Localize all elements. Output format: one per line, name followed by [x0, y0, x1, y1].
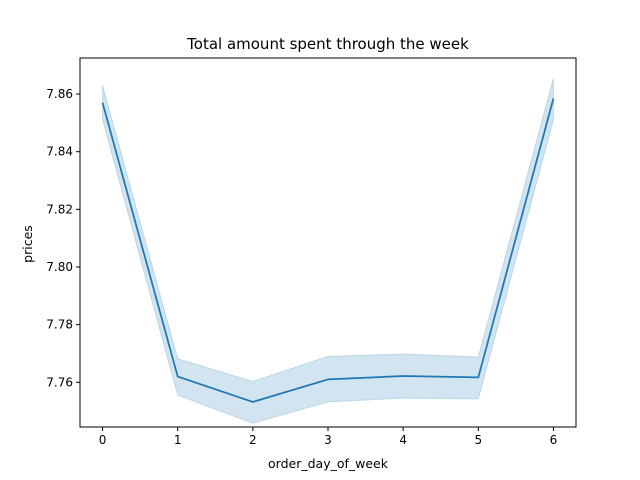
y-tick-label: 7.80 — [46, 260, 73, 274]
y-tick-label: 7.82 — [46, 202, 73, 216]
data-point — [251, 400, 254, 403]
chart-title: Total amount spent through the week — [186, 35, 469, 53]
data-point — [477, 376, 480, 379]
y-tick-label: 7.84 — [46, 145, 73, 159]
y-axis-label: prices — [20, 225, 35, 263]
x-tick-label: 5 — [474, 433, 482, 447]
confidence-band — [102, 78, 554, 424]
y-tick-label: 7.86 — [46, 87, 73, 101]
plot-area: 0 1 2 3 4 5 6 7.76 7.78 7.80 7.82 7.84 7.86 — [46, 57, 577, 447]
y-tick-label: 7.76 — [46, 375, 73, 389]
data-point — [101, 101, 104, 104]
data-point — [327, 378, 330, 381]
x-axis-label: order_day_of_week — [268, 456, 389, 471]
x-tick-label: 2 — [249, 433, 257, 447]
x-tick-label: 4 — [399, 433, 407, 447]
data-point — [552, 97, 555, 100]
x-tick-label: 1 — [174, 433, 182, 447]
x-tick-label: 3 — [324, 433, 332, 447]
series-line — [101, 98, 555, 403]
x-tick-label: 0 — [99, 433, 107, 447]
x-tick-label: 6 — [550, 433, 558, 447]
data-point — [176, 375, 179, 378]
y-tick-label: 7.78 — [46, 318, 73, 332]
data-point — [402, 374, 405, 377]
